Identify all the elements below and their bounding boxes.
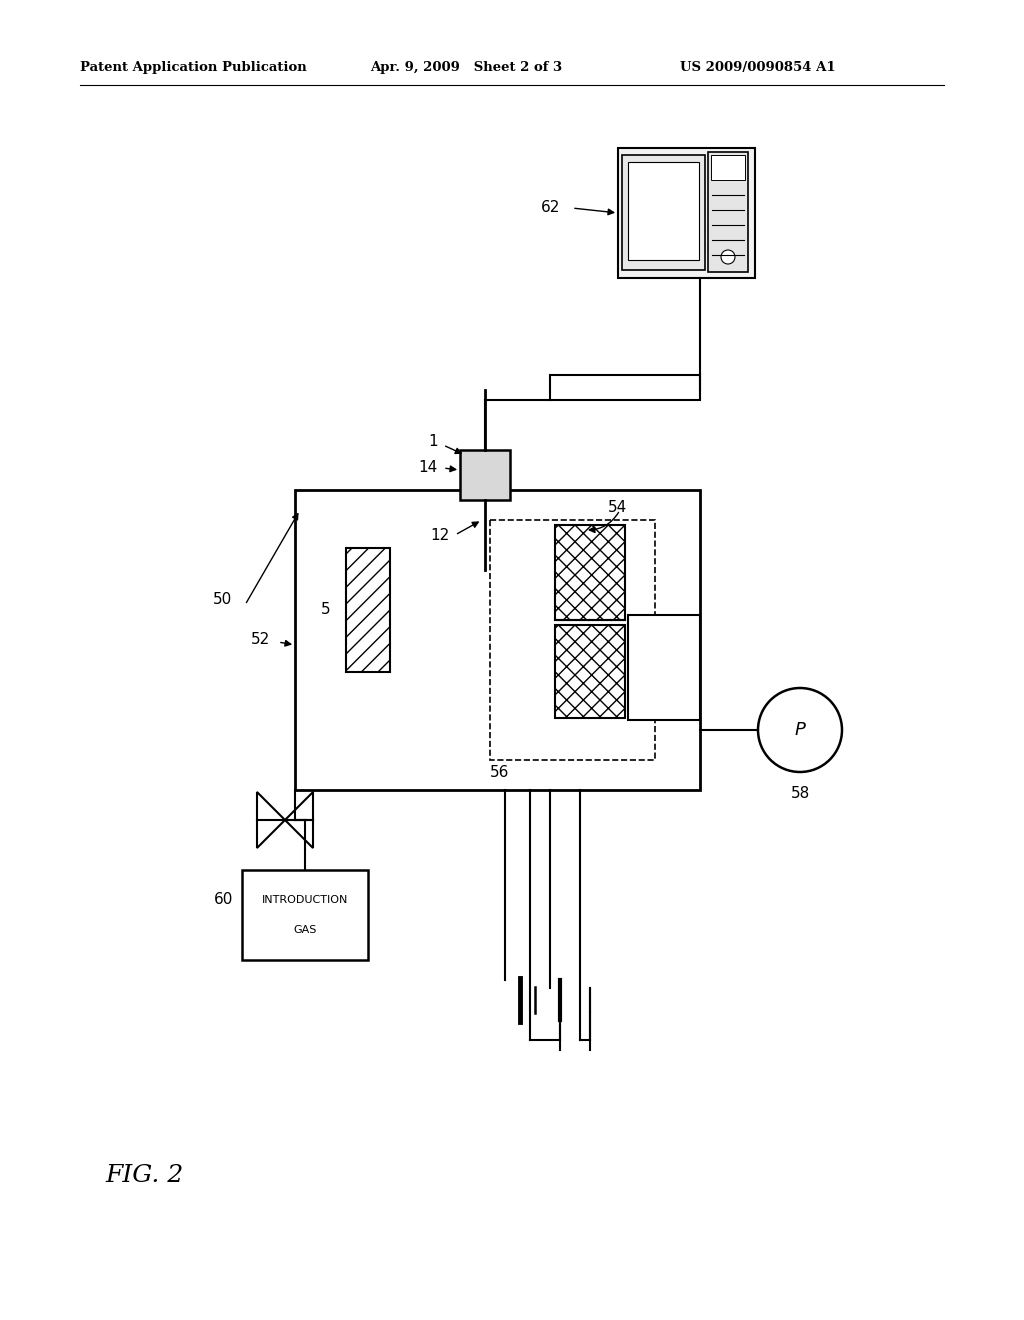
Bar <box>346 548 390 672</box>
Text: 56: 56 <box>490 766 509 780</box>
Bar <box>711 154 745 180</box>
Text: 52: 52 <box>251 632 270 648</box>
Text: GAS: GAS <box>293 925 316 935</box>
Circle shape <box>758 688 842 772</box>
Text: 50: 50 <box>213 593 232 607</box>
Text: 60: 60 <box>214 892 233 908</box>
Circle shape <box>721 249 735 264</box>
Text: INTRODUCTION: INTRODUCTION <box>262 895 348 906</box>
Bar <box>295 490 700 789</box>
Text: 58: 58 <box>791 787 810 801</box>
Text: P: P <box>795 721 806 739</box>
Bar <box>628 615 700 719</box>
Bar <box>460 450 510 500</box>
Text: 1: 1 <box>428 434 438 450</box>
Bar <box>555 624 625 718</box>
Bar <box>708 152 748 272</box>
Bar <box>618 148 755 279</box>
Text: 5: 5 <box>321 602 330 618</box>
Bar <box>628 162 699 260</box>
Text: Patent Application Publication: Patent Application Publication <box>80 62 307 74</box>
Text: Apr. 9, 2009   Sheet 2 of 3: Apr. 9, 2009 Sheet 2 of 3 <box>370 62 562 74</box>
Bar <box>555 525 625 620</box>
Bar <box>550 375 700 400</box>
Text: 62: 62 <box>541 201 560 215</box>
Text: US 2009/0090854 A1: US 2009/0090854 A1 <box>680 62 836 74</box>
Bar <box>242 870 368 960</box>
Text: 12: 12 <box>431 528 450 543</box>
Text: 54: 54 <box>608 500 628 516</box>
Text: 14: 14 <box>419 461 438 475</box>
Bar <box>490 520 655 760</box>
Bar <box>622 154 705 271</box>
Text: FIG. 2: FIG. 2 <box>105 1163 183 1187</box>
